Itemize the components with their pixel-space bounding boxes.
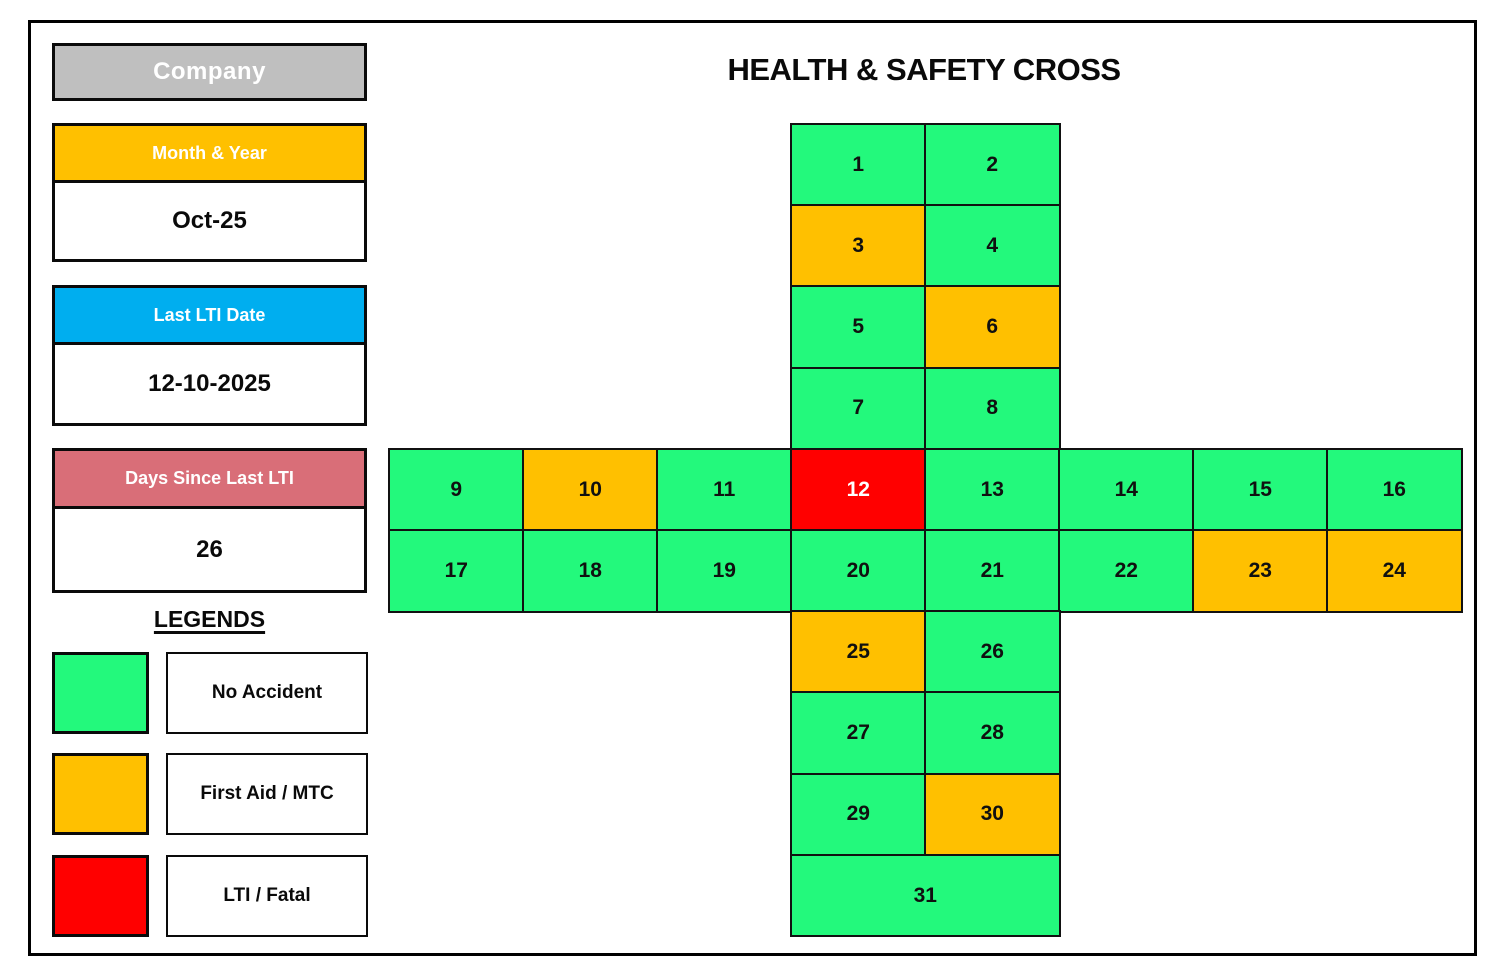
day-cell-16[interactable]: 16	[1326, 447, 1463, 532]
day-cell-19[interactable]: 19	[656, 529, 793, 613]
days-since-last-lti-value[interactable]: 26	[55, 509, 364, 590]
day-cell-11[interactable]: 11	[656, 447, 793, 532]
company-label: Company	[153, 58, 266, 85]
day-cell-28[interactable]: 28	[924, 691, 1061, 776]
legend-label-lti-fatal: LTI / Fatal	[166, 855, 368, 937]
day-cell-24[interactable]: 24	[1326, 529, 1463, 613]
day-cell-31[interactable]: 31	[790, 853, 1061, 938]
day-cell-29[interactable]: 29	[790, 772, 927, 857]
month-year-value[interactable]: Oct-25	[55, 183, 364, 259]
day-cell-7[interactable]: 7	[790, 366, 927, 451]
legend-label-no-accident: No Accident	[166, 652, 368, 734]
month-year-header: Month & Year	[55, 126, 364, 183]
last-lti-date-value[interactable]: 12-10-2025	[55, 345, 364, 423]
day-cell-25[interactable]: 25	[790, 610, 927, 694]
legend-swatch-no-accident	[52, 652, 149, 734]
day-cell-10[interactable]: 10	[522, 447, 659, 532]
day-cell-26[interactable]: 26	[924, 610, 1061, 694]
day-cell-13[interactable]: 13	[924, 447, 1061, 532]
day-cell-21[interactable]: 21	[924, 529, 1061, 613]
last-lti-date-header: Last LTI Date	[55, 288, 364, 345]
day-cell-6[interactable]: 6	[924, 285, 1061, 370]
month-year-label: Month & Year	[152, 142, 267, 163]
month-year-card: Month & Year Oct-25	[52, 123, 367, 262]
day-cell-22[interactable]: 22	[1058, 529, 1195, 613]
outer-border	[28, 20, 1477, 956]
day-cell-4[interactable]: 4	[924, 204, 1061, 288]
day-cell-23[interactable]: 23	[1192, 529, 1329, 613]
days-since-last-lti-card: Days Since Last LTI 26	[52, 448, 367, 593]
last-lti-date-label: Last LTI Date	[153, 304, 266, 325]
days-since-last-lti-header: Days Since Last LTI	[55, 451, 364, 509]
legend-label-first-aid-mtc: First Aid / MTC	[166, 753, 368, 835]
day-cell-20[interactable]: 20	[790, 529, 927, 613]
day-cell-3[interactable]: 3	[790, 204, 927, 288]
day-cell-15[interactable]: 15	[1192, 447, 1329, 532]
legend-swatch-first-aid-mtc	[52, 753, 149, 835]
day-cell-27[interactable]: 27	[790, 691, 927, 776]
day-cell-17[interactable]: 17	[388, 529, 525, 613]
day-cell-2[interactable]: 2	[924, 123, 1061, 207]
legend-swatch-lti-fatal	[52, 855, 149, 937]
company-badge: Company	[52, 43, 367, 101]
day-cell-12[interactable]: 12	[790, 447, 927, 532]
page-title: HEALTH & SAFETY CROSS	[727, 52, 1121, 87]
day-cell-9[interactable]: 9	[388, 447, 525, 532]
day-cell-18[interactable]: 18	[522, 529, 659, 613]
day-cell-14[interactable]: 14	[1058, 447, 1195, 532]
day-cell-1[interactable]: 1	[790, 123, 927, 207]
day-cell-8[interactable]: 8	[924, 366, 1061, 451]
legends-title: LEGENDS	[153, 606, 266, 632]
day-cell-30[interactable]: 30	[924, 772, 1061, 857]
last-lti-date-card: Last LTI Date 12-10-2025	[52, 285, 367, 426]
days-since-last-lti-label: Days Since Last LTI	[125, 468, 294, 488]
day-cell-5[interactable]: 5	[790, 285, 927, 370]
safety-cross-grid: 1 2 3 4 5 6 7 8 9 10 11 12 13 14 15 16 17 18 19 20 21 22 23 24 2…	[388, 123, 1463, 938]
